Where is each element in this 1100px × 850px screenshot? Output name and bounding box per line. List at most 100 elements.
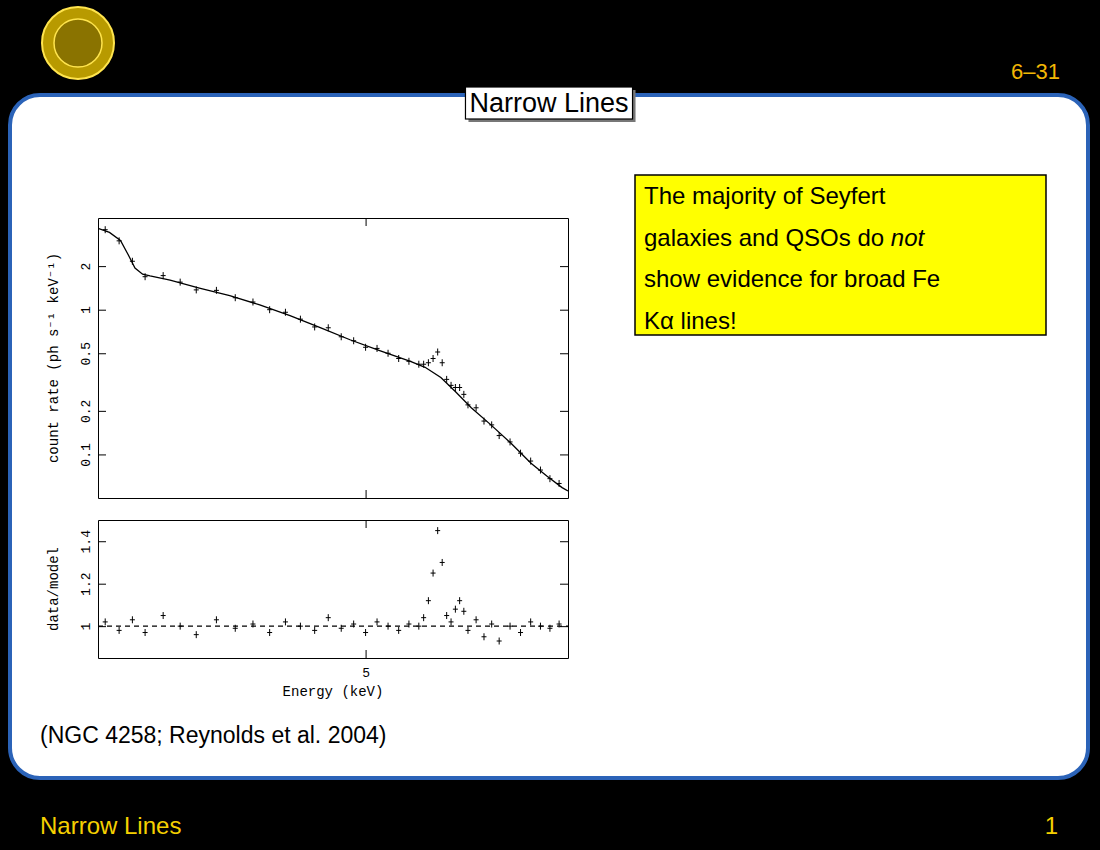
y-axis-title: count rate (ph s⁻¹ keV⁻¹) — [46, 253, 62, 463]
callout-text: show evidence for broad Fe — [644, 265, 940, 292]
callout-text: galaxies and QSOs do — [644, 224, 891, 251]
tick-mark — [560, 266, 568, 267]
data-point — [465, 627, 470, 634]
tick: 1 — [79, 623, 106, 631]
tick-mark — [560, 353, 568, 354]
chart-panel: 0.1 0.2 0.5 1 2 count rate (ph s⁻¹ keV⁻¹) — [46, 218, 569, 499]
data-point — [457, 597, 462, 604]
data-point — [426, 359, 431, 366]
tick: 1 — [79, 306, 106, 314]
tick-mark — [98, 541, 106, 542]
data-point — [457, 384, 462, 391]
data-point — [103, 618, 108, 625]
axis: 5 — [99, 650, 569, 681]
data-point — [267, 629, 272, 636]
tick-label: 1.2 — [79, 572, 94, 595]
tick-mark — [560, 411, 568, 412]
tick: 0.2 — [79, 400, 106, 423]
axis-line — [98, 219, 99, 499]
tick — [366, 520, 367, 528]
data-point — [440, 559, 445, 566]
tick-mark — [98, 266, 106, 267]
tick-mark — [560, 454, 568, 455]
tick-mark — [98, 626, 106, 627]
data-point — [449, 618, 454, 625]
data-point — [453, 606, 458, 613]
data-point — [194, 631, 199, 638]
tick-label: 0.1 — [79, 443, 94, 467]
callout-line: show evidence for broad Fe — [644, 265, 940, 292]
tick: 2 — [79, 263, 106, 271]
axis — [99, 218, 569, 226]
tick-mark — [560, 541, 568, 542]
tick: 0.5 — [79, 342, 106, 365]
data-point — [481, 633, 486, 640]
tick-mark — [98, 411, 106, 412]
tick-label: 1 — [79, 306, 94, 314]
data-point — [528, 618, 533, 625]
tick-mark — [98, 310, 106, 311]
model-line — [98, 626, 568, 627]
tick-label: 1 — [79, 623, 94, 631]
tick-mark — [560, 310, 568, 311]
tick — [560, 541, 568, 542]
tick — [366, 490, 367, 498]
tick: 1.2 — [79, 572, 106, 595]
plot-area — [98, 520, 568, 658]
title-box — [465, 87, 632, 119]
tick-mark — [98, 353, 106, 354]
tick-mark — [560, 584, 568, 585]
axis-line — [568, 219, 569, 499]
axis-line — [568, 521, 569, 659]
tick-label: 5 — [362, 666, 370, 681]
data-point — [461, 391, 466, 398]
data-point — [130, 616, 135, 623]
axis — [560, 521, 569, 659]
axis-line — [99, 498, 569, 499]
data-point — [435, 527, 440, 534]
background — [0, 0, 1100, 850]
plot-marks — [98, 226, 568, 491]
data-point — [283, 618, 288, 625]
page-number: 6–31 — [1011, 59, 1060, 84]
tick-mark — [366, 218, 367, 226]
callout-line: galaxies and QSOs do not — [644, 224, 926, 251]
tick: 1.4 — [79, 530, 106, 554]
tick — [560, 310, 568, 311]
y-axis-title: data/model — [46, 547, 62, 631]
data-point — [497, 638, 502, 645]
logo-inner — [54, 19, 102, 67]
data-point — [161, 612, 166, 619]
callout-line: The majority of Seyfert — [644, 182, 886, 209]
tick-label: 2 — [79, 263, 94, 271]
tick-mark — [366, 520, 367, 528]
chart-panel: 511.21.4Energy (keV)data/model — [46, 520, 569, 700]
tick-mark — [366, 490, 367, 498]
tick — [560, 626, 568, 627]
tick — [560, 353, 568, 354]
data-point — [474, 616, 479, 623]
data-point — [435, 349, 440, 356]
data-point — [431, 355, 436, 362]
caption: (NGC 4258; Reynolds et al. 2004) — [40, 722, 386, 748]
slide-title: Narrow Lines — [469, 88, 628, 118]
axis: 0.1 0.2 0.5 1 2 — [79, 219, 106, 499]
plot-area — [98, 218, 568, 498]
tick — [560, 266, 568, 267]
axis — [99, 520, 569, 528]
tick — [560, 454, 568, 455]
axis — [99, 490, 569, 499]
tick-mark — [98, 454, 106, 455]
data-point — [363, 629, 368, 636]
data-point — [426, 597, 431, 604]
axis-line — [99, 658, 569, 659]
tick-mark — [98, 584, 106, 585]
axis-line — [99, 218, 569, 219]
data-point — [444, 612, 449, 619]
axis — [560, 219, 569, 499]
model-line — [98, 228, 568, 491]
callout-text: The majority of Seyfert — [644, 182, 886, 209]
data-point — [326, 614, 331, 621]
tick-label: 1.4 — [79, 530, 94, 554]
tick-mark — [366, 650, 367, 658]
